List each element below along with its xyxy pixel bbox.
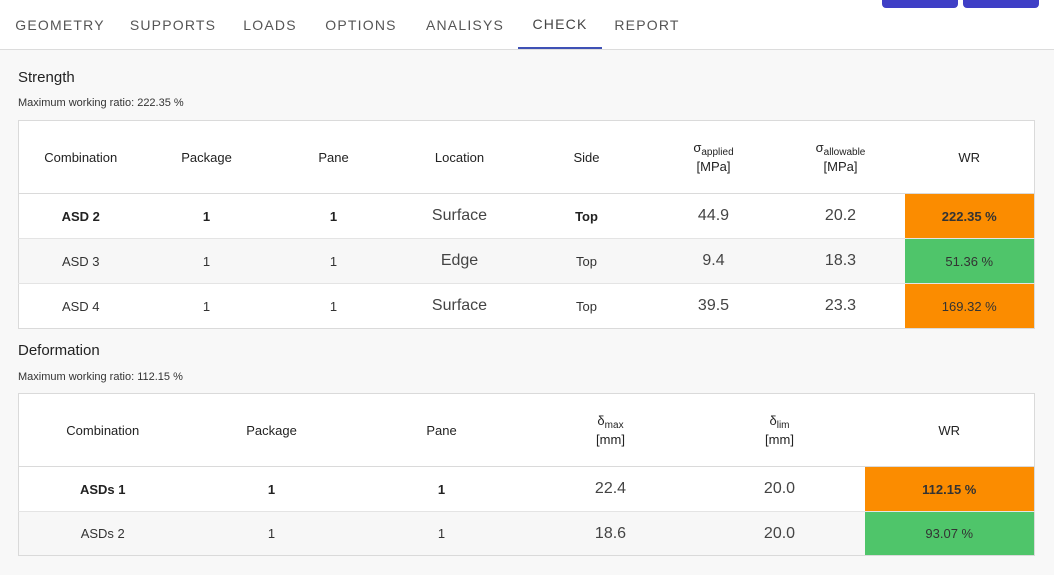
cell-wr: 112.15 % bbox=[864, 466, 1035, 512]
tab-check[interactable]: CHECK bbox=[518, 0, 602, 49]
top-action-button-1[interactable] bbox=[882, 0, 958, 8]
sigma-applied-sub: applied bbox=[701, 147, 734, 158]
col-delta-max: δmax [mm] bbox=[526, 393, 695, 467]
top-tab-bar: GEOMETRY SUPPORTS LOADS OPTIONS ANALISYS… bbox=[0, 0, 1054, 50]
table-row[interactable]: ASDs 2 1 1 18.6 20.0 93.07 % bbox=[18, 511, 1035, 556]
cell-allowable: 23.3 bbox=[824, 297, 857, 314]
tab-geometry[interactable]: GEOMETRY bbox=[15, 16, 105, 33]
cell-wr: 51.36 % bbox=[904, 238, 1035, 284]
cell-dmax: 22.4 bbox=[526, 466, 695, 512]
cell-package: 1 bbox=[202, 298, 211, 314]
col-location: Location bbox=[396, 120, 523, 194]
col-sigma-allowable: σallowable [MPa] bbox=[776, 120, 905, 194]
cell-package: 1 bbox=[186, 466, 357, 512]
sigma-symbol: σ bbox=[693, 140, 702, 155]
table-row[interactable]: ASD 2 1 1 Surface Top 44.9 20.2 222.35 % bbox=[18, 193, 1035, 239]
delta-max-unit: [mm] bbox=[596, 432, 625, 447]
cell-dlim: 20.0 bbox=[694, 466, 865, 512]
cell-pane: 1 bbox=[270, 238, 397, 284]
tab-supports[interactable]: SUPPORTS bbox=[129, 16, 217, 33]
strength-max-ratio: Maximum working ratio: 222.35 % bbox=[18, 97, 184, 109]
col-package: Package bbox=[186, 393, 357, 467]
col-wr: WR bbox=[904, 120, 1035, 194]
cell-pane: 1 bbox=[270, 193, 397, 239]
tab-analysis[interactable]: ANALISYS bbox=[425, 16, 505, 33]
col-pane: Pane bbox=[270, 120, 397, 194]
cell-pane: 1 bbox=[356, 511, 527, 556]
delta-symbol: δ bbox=[597, 413, 605, 428]
cell-side: Top bbox=[576, 298, 597, 314]
strength-table: Combination Package Pane Location Side σ… bbox=[18, 120, 1035, 329]
sigma-applied-unit: [MPa] bbox=[696, 159, 731, 174]
cell-location: Edge bbox=[396, 238, 523, 284]
deformation-table: Combination Package Pane δmax [mm] δlim [m… bbox=[18, 393, 1035, 556]
cell-combination: ASDs 2 bbox=[18, 511, 187, 556]
cell-location: Surface bbox=[431, 297, 488, 314]
cell-pane: 1 bbox=[329, 298, 338, 314]
strength-title: Strength bbox=[18, 69, 75, 86]
cell-side: Top bbox=[522, 193, 651, 239]
table-row[interactable]: ASDs 1 1 1 22.4 20.0 112.15 % bbox=[18, 466, 1035, 512]
col-side: Side bbox=[522, 120, 651, 194]
cell-package: 1 bbox=[142, 193, 271, 239]
col-package: Package bbox=[142, 120, 271, 194]
col-wr: WR bbox=[864, 393, 1035, 467]
cell-wr: 222.35 % bbox=[904, 193, 1035, 239]
col-sigma-applied: σapplied [MPa] bbox=[650, 120, 777, 194]
cell-applied: 44.9 bbox=[650, 193, 777, 239]
col-delta-lim: δlim [mm] bbox=[694, 393, 865, 467]
cell-wr: 169.32 % bbox=[904, 283, 1035, 329]
cell-applied: 9.4 bbox=[650, 238, 777, 284]
delta-symbol: δ bbox=[769, 413, 777, 428]
cell-dlim: 20.0 bbox=[694, 511, 865, 556]
cell-applied: 39.5 bbox=[697, 297, 730, 314]
col-pane: Pane bbox=[356, 393, 527, 467]
strength-header-row: Combination Package Pane Location Side σ… bbox=[18, 120, 1035, 194]
sigma-allowable-sub: allowable bbox=[823, 147, 866, 158]
cell-pane: 1 bbox=[356, 466, 527, 512]
cell-allowable: 20.2 bbox=[776, 193, 905, 239]
cell-combination: ASDs 1 bbox=[18, 466, 187, 512]
cell-side: Top bbox=[522, 238, 651, 284]
tab-report[interactable]: REPORT bbox=[614, 16, 680, 33]
cell-package: 1 bbox=[186, 511, 357, 556]
cell-location: Surface bbox=[396, 193, 523, 239]
col-combination: Combination bbox=[18, 393, 187, 467]
deformation-header-row: Combination Package Pane δmax [mm] δlim [m… bbox=[18, 393, 1035, 467]
cell-combination: ASD 4 bbox=[61, 298, 100, 314]
cell-allowable: 18.3 bbox=[776, 238, 905, 284]
delta-max-sub: max bbox=[604, 420, 624, 431]
table-row[interactable]: ASD 3 1 1 Edge Top 9.4 18.3 51.36 % bbox=[18, 238, 1035, 284]
cell-combination: ASD 2 bbox=[18, 193, 143, 239]
cell-package: 1 bbox=[142, 238, 271, 284]
top-action-button-2[interactable] bbox=[963, 0, 1039, 8]
delta-lim-unit: [mm] bbox=[765, 432, 794, 447]
col-combination: Combination bbox=[18, 120, 143, 194]
tab-loads[interactable]: LOADS bbox=[243, 16, 297, 33]
cell-wr: 93.07 % bbox=[864, 511, 1035, 556]
deformation-title: Deformation bbox=[18, 342, 100, 359]
deformation-max-ratio: Maximum working ratio: 112.15 % bbox=[18, 371, 183, 383]
delta-lim-sub: lim bbox=[776, 420, 790, 431]
cell-combination: ASD 3 bbox=[18, 238, 143, 284]
sigma-symbol: σ bbox=[815, 140, 824, 155]
tab-options[interactable]: OPTIONS bbox=[325, 16, 397, 33]
sigma-allowable-unit: [MPa] bbox=[823, 159, 858, 174]
table-row[interactable]: ASD 4 1 1 Surface Top 39.5 23.3 169.32 % bbox=[19, 283, 1035, 329]
cell-dmax: 18.6 bbox=[526, 511, 695, 556]
